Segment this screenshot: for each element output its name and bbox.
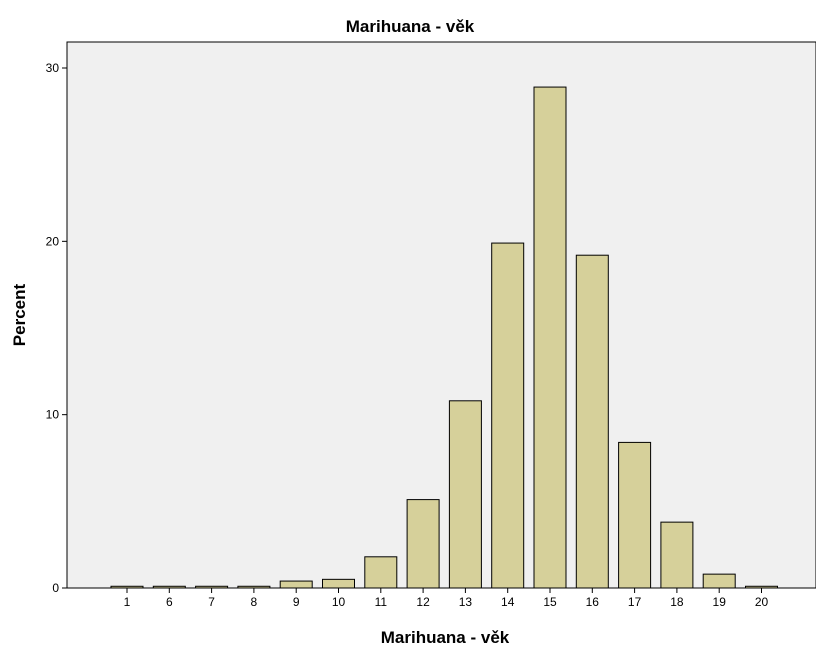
bar-11: [364, 556, 398, 589]
x-tick-label: 14: [501, 595, 515, 609]
x-tick-label: 16: [586, 595, 600, 609]
bar-12: [406, 499, 440, 589]
bar-15: [533, 86, 567, 589]
bar-17: [618, 441, 652, 589]
x-tick-label: 6: [166, 595, 173, 609]
x-axis: 1 6 7 8 9 10 11 12 13 14 15 16 17 18 19 20: [124, 588, 769, 609]
y-tick-label: 10: [46, 408, 60, 422]
bar-13: [448, 400, 482, 589]
bar-20: [745, 585, 778, 589]
x-tick-label: 7: [208, 595, 215, 609]
x-tick-label: 12: [416, 595, 430, 609]
x-axis-label: Marihuana - věk: [381, 628, 510, 647]
bar-10: [322, 578, 355, 589]
x-tick-label: 13: [459, 595, 473, 609]
x-tick-label: 11: [375, 595, 388, 609]
bars: [110, 86, 778, 589]
x-tick-label: 18: [670, 595, 684, 609]
bar-1: [110, 585, 144, 589]
bar-9: [279, 580, 313, 589]
bar-18: [660, 521, 694, 589]
x-tick-label: 9: [293, 595, 300, 609]
x-tick-label: 20: [755, 595, 769, 609]
y-tick-label: 0: [52, 581, 59, 595]
y-tick-label: 20: [46, 234, 60, 248]
bar-8: [237, 585, 271, 589]
x-tick-label: 19: [713, 595, 727, 609]
y-axis-label: Percent: [10, 283, 29, 346]
bar-6: [152, 585, 186, 589]
bar-16: [575, 254, 609, 589]
bar-14: [491, 242, 525, 589]
x-tick-label: 8: [251, 595, 258, 609]
y-tick-label: 30: [46, 61, 60, 75]
bar-7: [195, 585, 229, 589]
chart-title: Marihuana - věk: [346, 17, 475, 36]
y-axis: 0 10 20 30: [46, 61, 67, 595]
x-tick-label: 10: [332, 595, 346, 609]
x-tick-label: 17: [628, 595, 642, 609]
x-tick-label: 1: [124, 595, 131, 609]
bar-19: [702, 573, 736, 589]
plot-area: [66, 41, 816, 589]
x-tick-label: 15: [543, 595, 557, 609]
